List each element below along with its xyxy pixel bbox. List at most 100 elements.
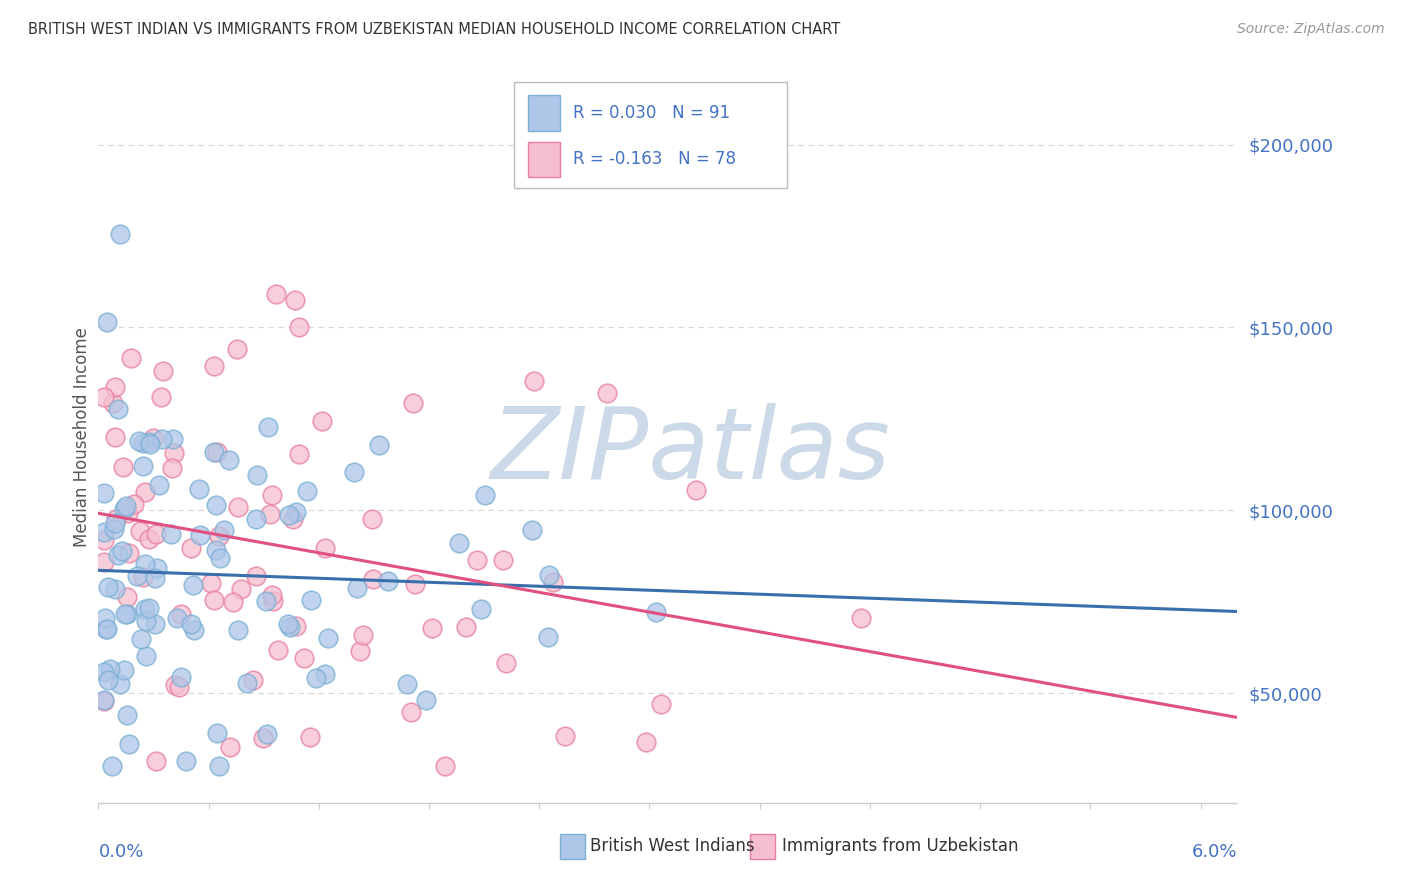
Point: [404, 577, 426, 591]
Point: [104, 516, 127, 530]
Point: [132, 570, 155, 584]
Point: [142, 431, 165, 445]
Bar: [749, 833, 775, 859]
Point: [202, 592, 225, 607]
Point: [93, 390, 115, 404]
Text: British West Indians: British West Indians: [591, 837, 755, 855]
Point: [520, 523, 543, 537]
Point: [145, 754, 167, 768]
Point: [288, 319, 311, 334]
Point: [118, 737, 141, 751]
Point: [169, 670, 191, 684]
Point: [305, 671, 328, 685]
Point: [204, 542, 226, 557]
Point: [104, 430, 127, 444]
Point: [256, 727, 278, 741]
Point: [128, 434, 150, 449]
Point: [112, 663, 135, 677]
Point: [115, 708, 138, 723]
Point: [180, 617, 202, 632]
Point: [105, 512, 128, 526]
Point: [132, 436, 155, 450]
Text: 6.0%: 6.0%: [1192, 843, 1237, 861]
Point: [188, 482, 211, 496]
Point: [107, 401, 129, 416]
Point: [134, 558, 156, 572]
Point: [150, 390, 173, 404]
Point: [449, 536, 471, 550]
Point: [285, 506, 308, 520]
Text: R = 0.030   N = 91: R = 0.030 N = 91: [574, 104, 731, 122]
Point: [135, 614, 157, 628]
Point: [316, 631, 339, 645]
Point: [259, 507, 281, 521]
Point: [134, 602, 156, 616]
Point: [299, 593, 322, 607]
Point: [246, 467, 269, 482]
Point: [205, 726, 228, 740]
Point: [176, 754, 198, 768]
Point: [124, 498, 146, 512]
Point: [163, 446, 186, 460]
Point: [415, 693, 437, 707]
Point: [152, 364, 174, 378]
Point: [129, 632, 152, 646]
Point: [98, 662, 121, 676]
Point: [114, 607, 136, 622]
Point: [465, 553, 488, 567]
Point: [205, 445, 228, 459]
Point: [311, 414, 333, 428]
Point: [267, 643, 290, 657]
Text: ZIPatlas: ZIPatlas: [491, 403, 890, 500]
Point: [202, 359, 225, 374]
Point: [138, 434, 160, 449]
Point: [343, 465, 366, 479]
Point: [399, 705, 422, 719]
Bar: [560, 833, 585, 859]
Point: [135, 648, 157, 663]
Text: R = -0.163   N = 78: R = -0.163 N = 78: [574, 150, 737, 168]
Point: [97, 580, 120, 594]
Point: [396, 677, 419, 691]
Point: [314, 667, 336, 681]
Y-axis label: Median Household Income: Median Household Income: [73, 327, 91, 547]
Point: [114, 502, 136, 516]
Point: [115, 607, 138, 621]
Point: [129, 524, 152, 539]
Point: [115, 500, 138, 514]
Point: [101, 396, 124, 410]
Bar: [527, 142, 560, 177]
Point: [148, 477, 170, 491]
Point: [495, 657, 517, 671]
Point: [209, 550, 232, 565]
Text: 0.0%: 0.0%: [98, 843, 143, 861]
Text: Source: ZipAtlas.com: Source: ZipAtlas.com: [1237, 22, 1385, 37]
Point: [229, 582, 252, 596]
Point: [402, 396, 425, 410]
Point: [93, 611, 115, 625]
Point: [377, 574, 399, 589]
Point: [284, 293, 307, 308]
Point: [170, 607, 193, 621]
Point: [100, 759, 122, 773]
Point: [254, 593, 277, 607]
Point: [93, 665, 115, 679]
Point: [93, 693, 115, 707]
Point: [120, 351, 142, 365]
Point: [295, 484, 318, 499]
Point: [650, 697, 672, 711]
Point: [277, 508, 299, 523]
Point: [131, 458, 153, 473]
Point: [523, 374, 546, 388]
Point: [644, 605, 666, 619]
Point: [139, 437, 162, 451]
Point: [104, 380, 127, 394]
Point: [163, 678, 186, 692]
Point: [849, 611, 872, 625]
Point: [281, 512, 304, 526]
Point: [536, 630, 558, 644]
Point: [160, 526, 183, 541]
Point: [118, 546, 141, 560]
Point: [260, 488, 283, 502]
Point: [264, 286, 287, 301]
